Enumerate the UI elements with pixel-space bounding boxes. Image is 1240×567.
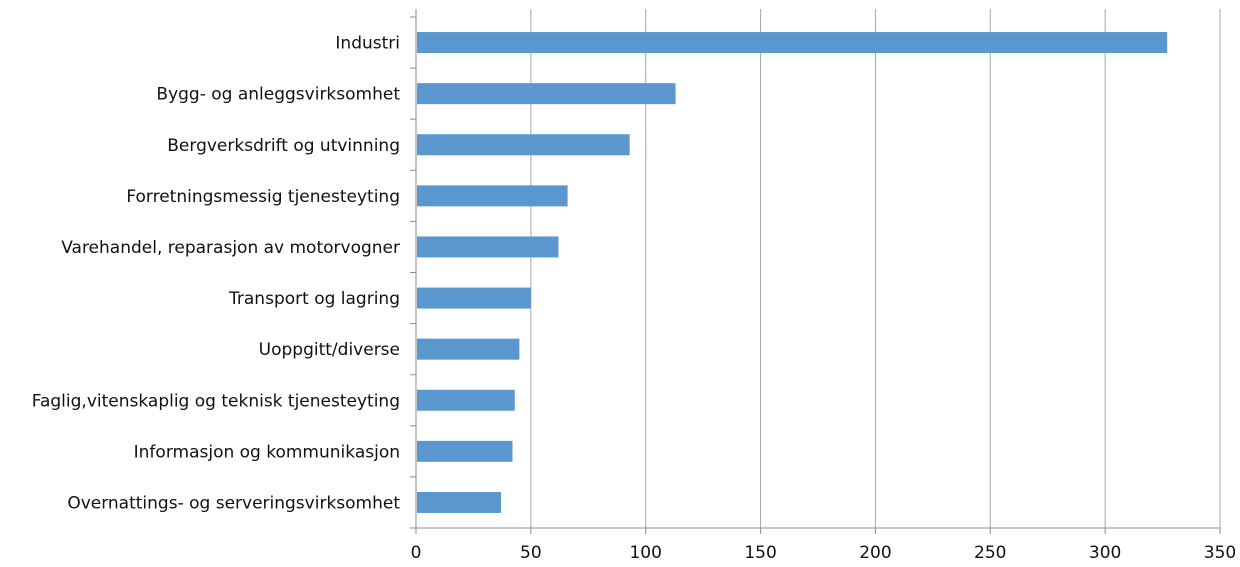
category-label-6: Uoppgitt/diverse [259,340,400,360]
bar-0 [417,32,1168,54]
x-tick-label-250: 250 [974,543,1006,563]
bar-6 [417,338,520,360]
x-tick-label-0: 0 [411,543,422,563]
bar-4 [417,236,559,258]
category-label-9: Overnattings- og serveringsvirksomhet [67,493,400,513]
category-label-4: Varehandel, reparasjon av motorvogner [61,238,400,258]
bar-9 [417,491,501,513]
bar-8 [417,440,513,462]
x-tick-label-200: 200 [859,543,891,563]
x-tick-label-100: 100 [629,543,661,563]
x-tick-label-50: 50 [520,543,542,563]
bar-1 [417,83,676,105]
x-tick-labels: 0 50 100 150 200 250 300 350 [411,543,1237,563]
category-label-5: Transport og lagring [228,289,400,309]
bar-5 [417,287,531,309]
category-label-2: Bergverksdrift og utvinning [167,136,400,156]
category-label-3: Forretningsmessig tjenesteyting [126,187,400,207]
x-tick-label-150: 150 [744,543,776,563]
bar-3 [417,185,568,207]
axes [410,9,1221,534]
category-label-1: Bygg- og anleggsvirksomhet [156,85,400,105]
category-label-8: Informasjon og kommunikasjon [134,442,400,462]
category-label-0: Industri [335,34,400,54]
x-tick-label-300: 300 [1089,543,1121,563]
bar-2 [417,134,630,156]
bars [417,32,1168,513]
category-labels: Industri Bygg- og anleggsvirksomhet Bergve… [32,34,401,514]
bar-7 [417,389,515,411]
category-label-7: Faglig,vitenskaplig og teknisk tjenestey… [32,391,400,411]
x-tick-label-350: 350 [1204,543,1236,563]
